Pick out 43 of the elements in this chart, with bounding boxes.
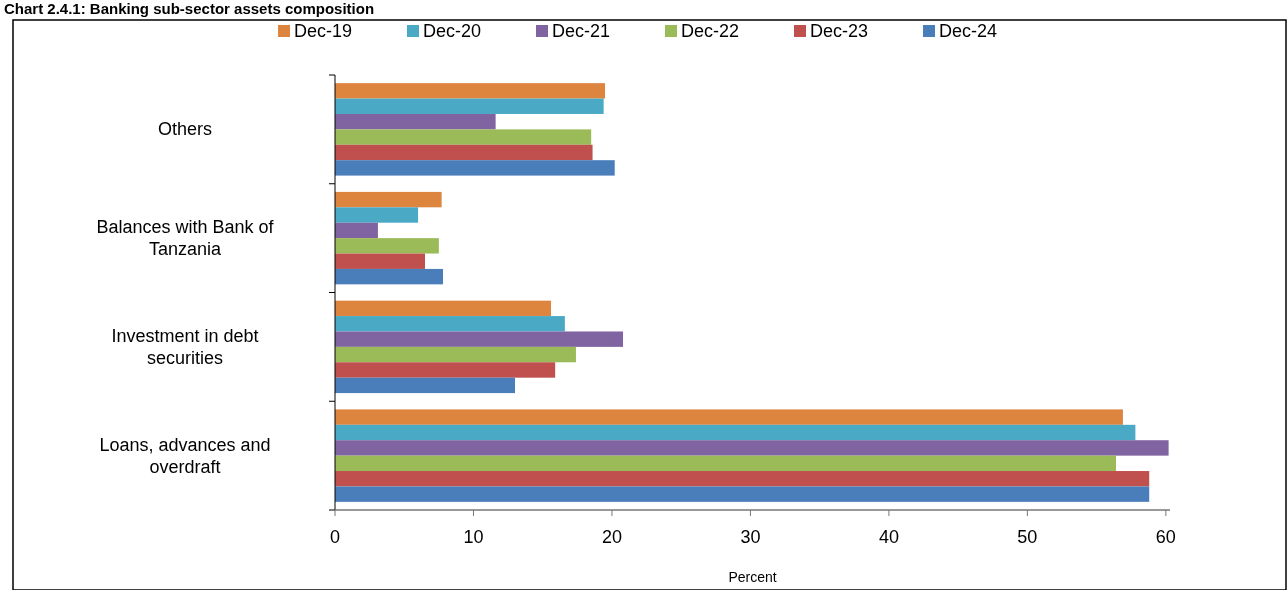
bar [335,424,1136,441]
x-tick-label: 60 [1155,527,1176,547]
x-tick-label: 0 [329,527,341,547]
bar [335,409,1123,425]
bar [335,191,442,208]
x-tick-label: 20 [601,527,622,547]
bar [335,331,624,347]
legend-label: Dec-23 [810,21,869,41]
bar [335,471,1150,487]
bar [335,238,439,254]
y-tick-label: Others [157,119,213,140]
bar [335,300,552,317]
legend-label: Dec-19 [294,21,353,41]
bar [335,253,426,269]
legend-label: Dec-20 [423,21,482,41]
bar [335,268,444,285]
bar [335,113,496,130]
bar [335,222,378,239]
bar [335,83,606,99]
bar [335,98,604,114]
bar [335,207,419,223]
legend-label: Dec-22 [681,21,740,41]
x-tick-label: 40 [878,527,899,547]
x-tick-label: 10 [463,527,484,547]
bar [335,455,1116,472]
bar [335,486,1150,502]
bar [335,129,592,145]
bar [335,316,565,332]
bar [335,440,1169,456]
x-axis-title: Percent [728,569,777,585]
y-tick-label: Balances with Bank of Tanzania [96,217,275,260]
y-tick-label: Loans, advances and overdraft [99,434,271,477]
text: Chart 2.4.1: Banking sub-sector assets composition [4,0,375,17]
bar [335,144,593,161]
y-tick-label: Investment in debt securities [111,325,259,368]
bar [335,160,615,176]
x-tick-label: 50 [1017,527,1038,547]
legend-label: Dec-21 [552,21,611,41]
legend-label: Dec-24 [939,21,998,41]
bar [335,377,516,394]
x-tick-label: 30 [740,527,761,547]
bar [335,362,556,378]
bar [335,346,576,363]
